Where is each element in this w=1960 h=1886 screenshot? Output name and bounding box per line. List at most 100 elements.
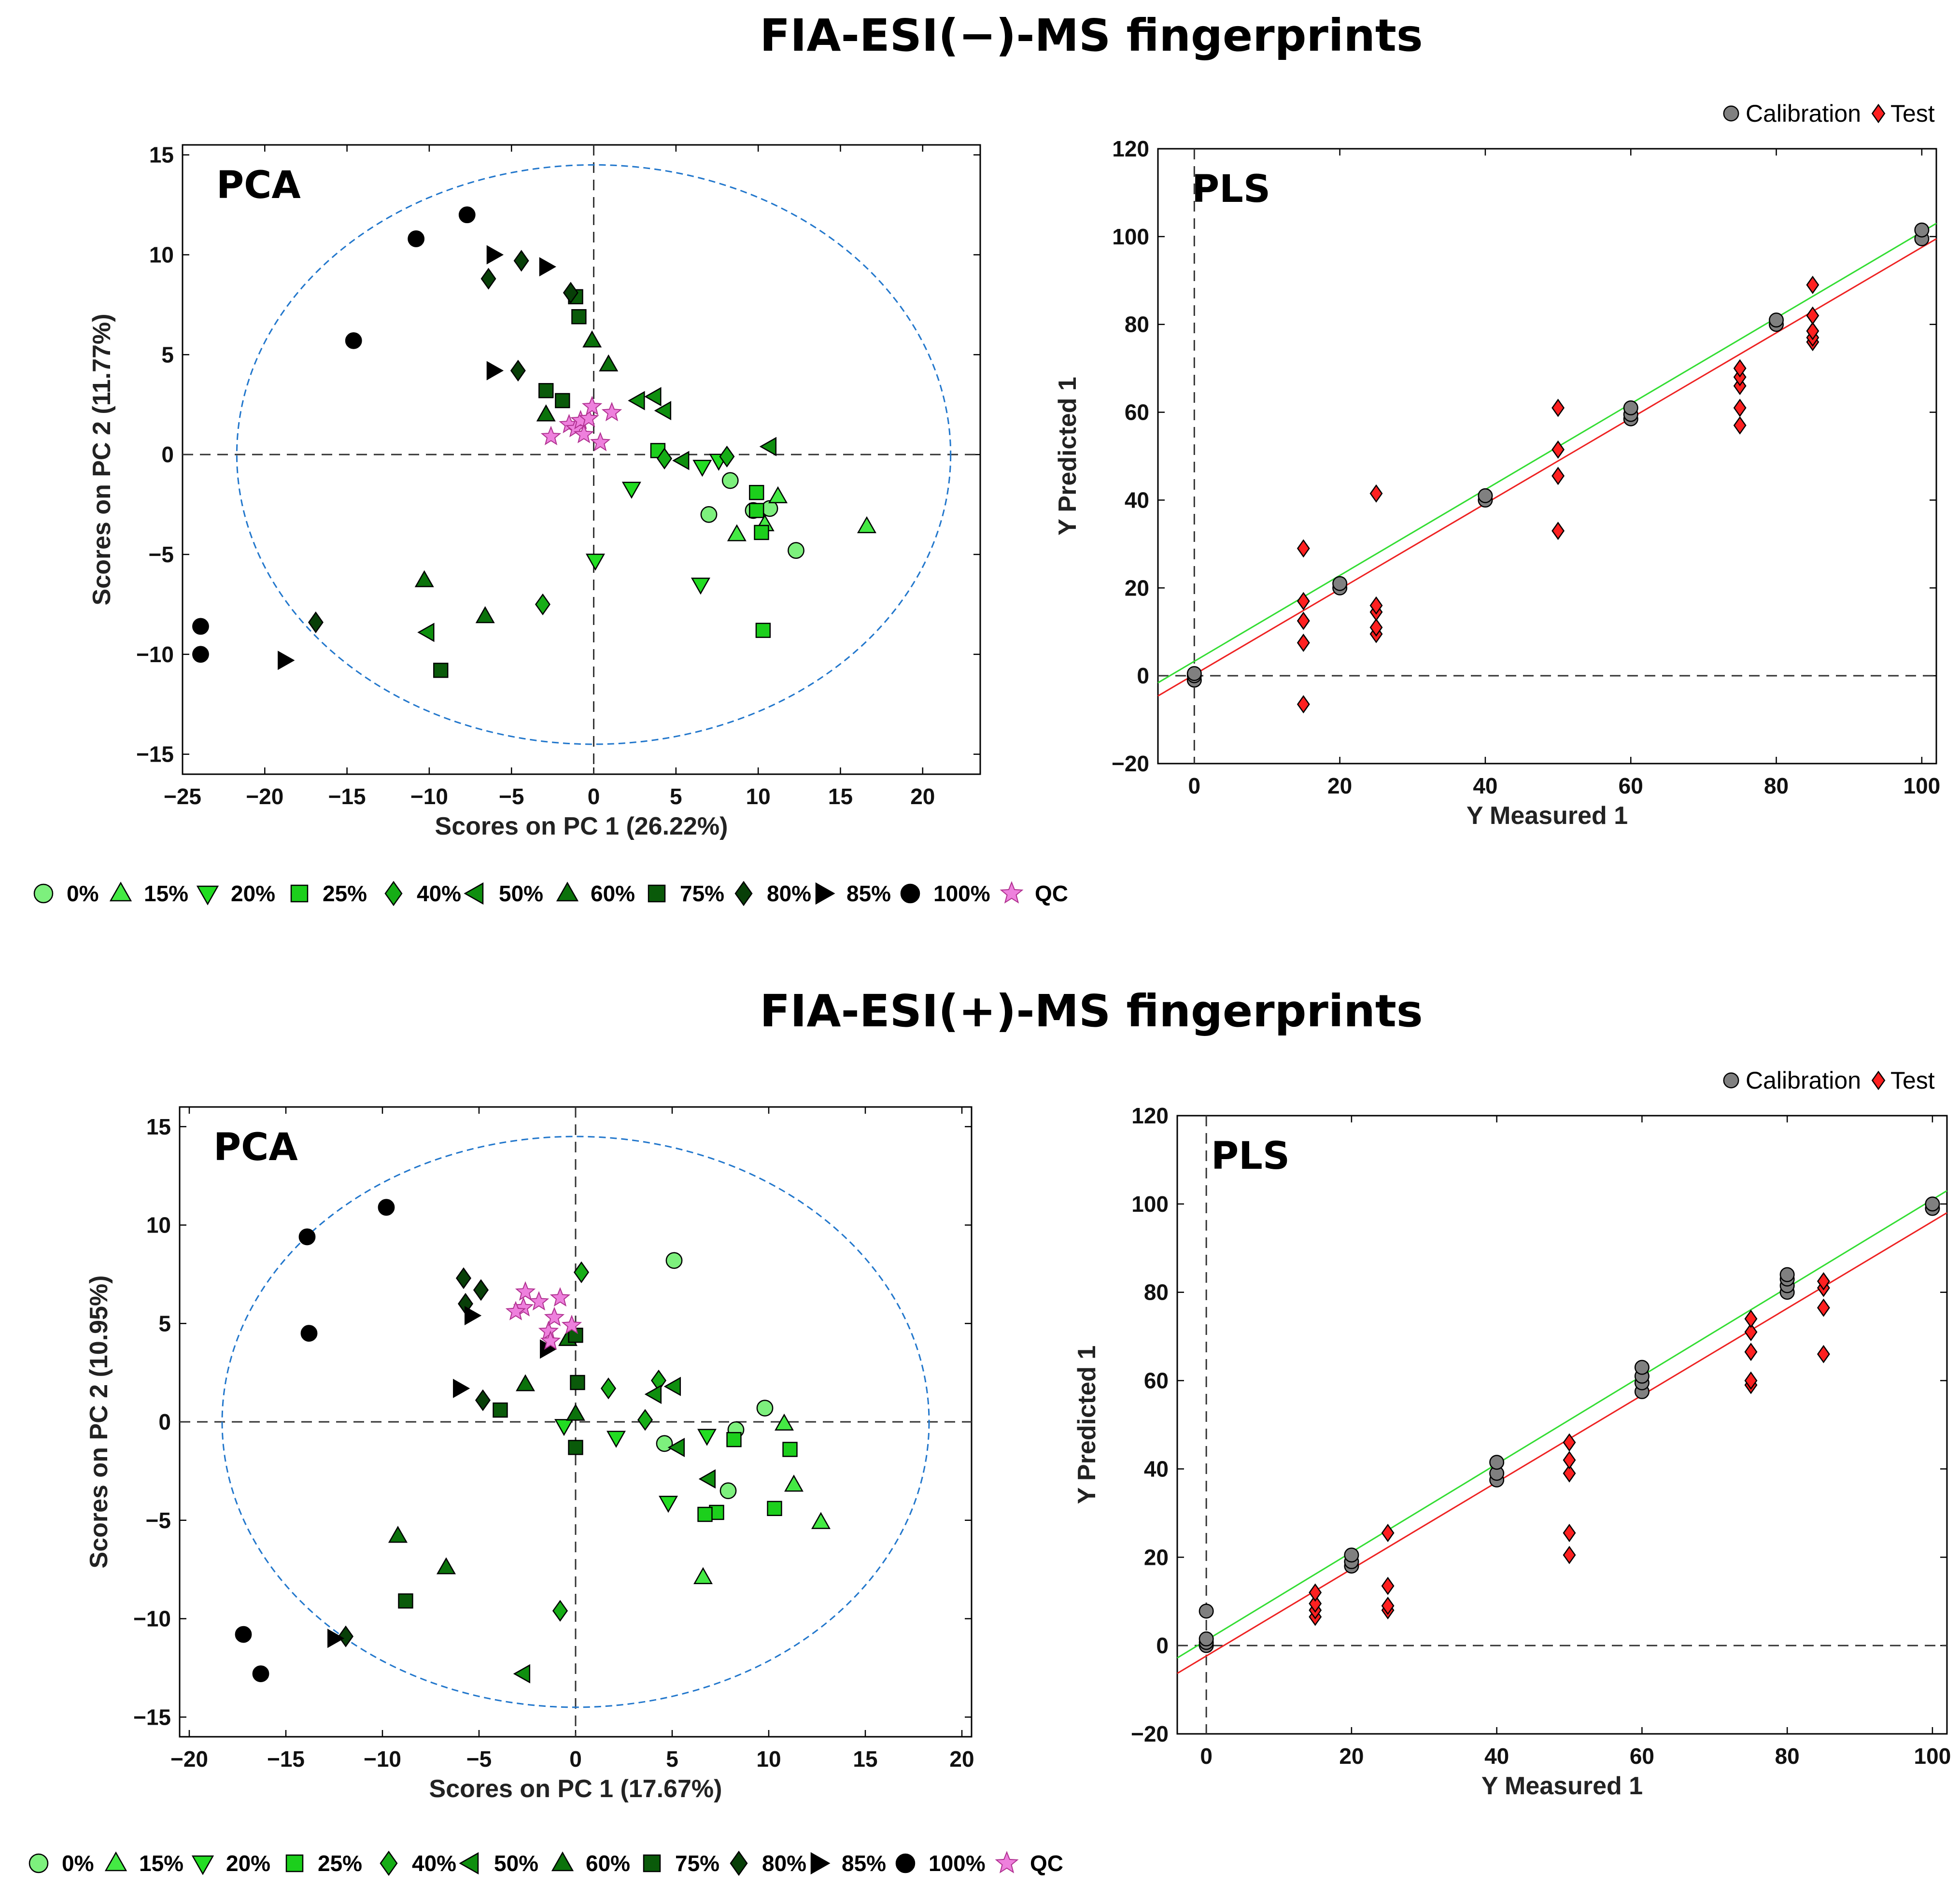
point-calibration <box>1332 576 1348 591</box>
confidence-ellipse <box>221 1135 930 1708</box>
point-40pct <box>535 593 550 615</box>
point-40pct <box>552 1600 568 1622</box>
point-75pct <box>538 383 554 398</box>
legend-marker-test <box>1871 103 1886 124</box>
point-50pct <box>667 1437 685 1457</box>
class-legend-positive: 0% 15% 20% 25% 40% 50% 60% 75% 80% 85% 100% QC <box>28 1850 1063 1876</box>
point-test <box>1733 359 1747 378</box>
point-0pct <box>756 1400 774 1417</box>
point-75pct <box>398 1593 413 1609</box>
point-15pct <box>727 524 747 541</box>
x-axis-label: Scores on PC 1 (26.22%) <box>435 812 728 840</box>
x-tick-label: −15 <box>328 784 366 809</box>
point-40pct <box>657 447 673 469</box>
legend-label-40pct: 40% <box>417 881 461 906</box>
legend-marker-0pct <box>33 883 54 904</box>
legend-label-80pct: 80% <box>762 1851 806 1876</box>
legend-label-calibration: Calibration <box>1746 1067 1861 1094</box>
point-qc <box>540 1330 561 1350</box>
point-qc <box>561 1315 582 1334</box>
point-test <box>1551 467 1565 485</box>
point-test <box>1551 398 1565 417</box>
point-100pct <box>252 1665 269 1683</box>
y-tick-label: 0 <box>1156 1633 1169 1658</box>
x-tick-label: −20 <box>246 784 283 809</box>
point-50pct <box>654 401 672 421</box>
point-test <box>1806 306 1819 325</box>
x-tick-label: 20 <box>949 1746 974 1772</box>
legend-marker-75pct <box>648 884 666 903</box>
x-tick-label: −10 <box>364 1746 401 1772</box>
point-50pct <box>628 391 645 411</box>
point-20pct <box>697 1429 717 1446</box>
point-50pct <box>644 387 662 407</box>
point-test <box>1309 1583 1322 1602</box>
legend-label-0pct: 0% <box>67 881 99 906</box>
point-100pct <box>408 230 425 247</box>
point-test <box>1297 611 1310 630</box>
y-tick-label: −15 <box>133 1704 171 1730</box>
point-test <box>1563 1546 1576 1564</box>
legend-label-15pct: 15% <box>139 1851 183 1876</box>
pls-negative-plot: 0 20 40 60 80 100 −20 0 20 40 60 80 100 120 Y Measured… <box>1054 136 1940 830</box>
point-40pct <box>719 445 735 468</box>
point-60pct <box>536 404 556 422</box>
y-tick-label: 80 <box>1125 312 1149 337</box>
legend-marker-100pct <box>900 883 920 904</box>
legend-marker-100pct <box>895 1853 916 1873</box>
point-25pct <box>697 1506 713 1522</box>
point-60pct <box>475 606 495 624</box>
legend-marker-60pct <box>551 1851 574 1872</box>
point-60pct <box>414 570 434 587</box>
point-test <box>1563 1464 1576 1483</box>
point-85pct <box>486 361 504 381</box>
point-qc <box>505 1301 526 1320</box>
y-tick-label: 100 <box>1112 224 1149 249</box>
legend-label-qc: QC <box>1030 1851 1063 1876</box>
legend-marker-15pct <box>109 881 132 902</box>
point-15pct <box>857 516 876 534</box>
x-tick-label: 20 <box>1327 773 1352 798</box>
point-60pct <box>599 354 619 372</box>
point-60pct <box>436 1557 456 1574</box>
legend-label-100pct: 100% <box>933 881 990 906</box>
x-tick-label: 0 <box>1200 1744 1213 1769</box>
point-40pct <box>637 1409 653 1431</box>
point-0pct <box>788 542 804 559</box>
calibration-fit-line <box>1157 223 1937 683</box>
legend-label-test: Test <box>1890 100 1935 127</box>
point-test <box>1806 275 1819 294</box>
y-axis-label: Y Predicted 1 <box>1054 377 1082 536</box>
point-75pct <box>555 393 570 409</box>
point-calibration <box>1186 666 1202 681</box>
y-tick-label: 5 <box>161 342 174 367</box>
point-20pct <box>621 482 641 499</box>
point-test <box>1381 1524 1395 1542</box>
point-85pct <box>327 1629 345 1648</box>
legend-label-80pct: 80% <box>767 881 811 906</box>
legend-marker-15pct <box>104 1851 127 1872</box>
point-test <box>1563 1451 1576 1470</box>
point-75pct <box>493 1402 508 1418</box>
panel-title: PCA <box>213 1126 298 1169</box>
legend-marker-25pct <box>290 884 309 903</box>
point-25pct <box>749 485 764 500</box>
point-calibration <box>1489 1455 1505 1470</box>
legend-marker-test <box>1871 1070 1886 1091</box>
legend-marker-50pct <box>464 882 484 905</box>
x-tick-label: 60 <box>1619 773 1643 798</box>
legend-label-20pct: 20% <box>231 881 275 906</box>
y-tick-label: 40 <box>1144 1456 1169 1481</box>
y-tick-label: 60 <box>1144 1368 1169 1393</box>
y-tick-label: 15 <box>146 1114 171 1139</box>
point-85pct <box>278 651 295 670</box>
panel-title: PLS <box>1192 168 1270 211</box>
x-tick-label: 15 <box>828 784 853 809</box>
y-tick-label: 80 <box>1144 1280 1169 1305</box>
y-tick-label: −20 <box>1112 751 1149 776</box>
x-tick-label: 0 <box>1188 773 1201 798</box>
legend-label-20pct: 20% <box>226 1851 270 1876</box>
title-positive: FIA-ESI(+)-MS fingerprints <box>760 985 1423 1037</box>
point-85pct <box>453 1378 470 1398</box>
